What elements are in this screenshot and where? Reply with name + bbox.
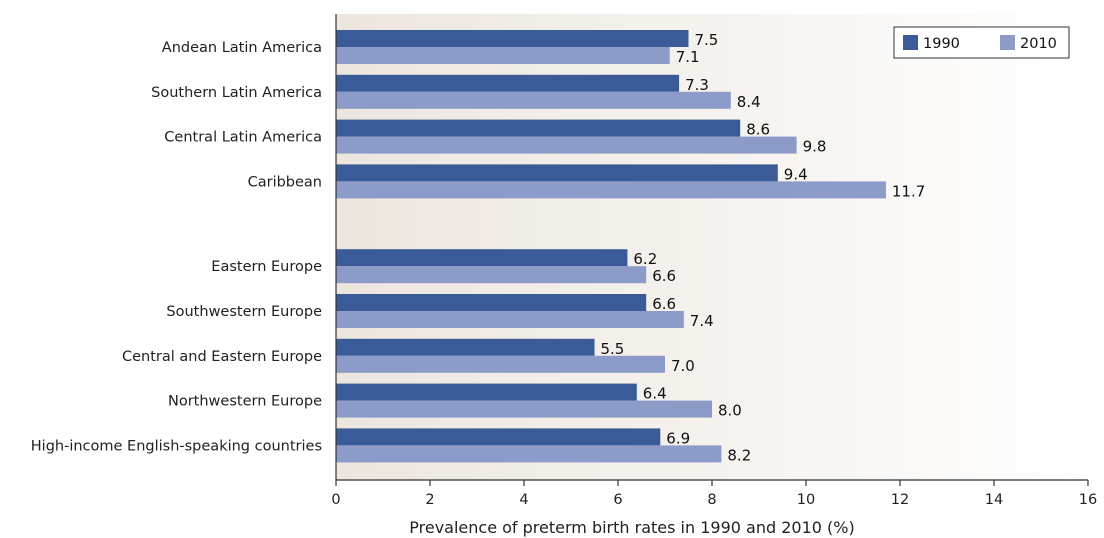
data-label: 6.9 xyxy=(666,429,690,447)
bar-1990 xyxy=(336,249,628,267)
data-label: 6.2 xyxy=(633,250,657,268)
bar-2010 xyxy=(336,91,731,109)
legend: 1990 2010 xyxy=(893,26,1070,59)
category-label: Eastern Europe xyxy=(211,259,322,275)
data-label: 6.6 xyxy=(652,267,676,285)
bar-2010 xyxy=(336,355,665,373)
bar-1990 xyxy=(336,294,647,311)
x-tick-label: 8 xyxy=(707,492,716,508)
bar-1990 xyxy=(336,74,680,92)
category-label: Southwestern Europe xyxy=(166,304,322,320)
data-label: 9.8 xyxy=(803,138,827,156)
bar-2010 xyxy=(336,445,722,463)
bar-2010 xyxy=(336,311,684,328)
legend-swatch-2010 xyxy=(1000,35,1015,50)
x-tick-label: 0 xyxy=(331,492,340,508)
legend-label-1990: 1990 xyxy=(923,36,960,52)
data-label: 5.5 xyxy=(601,340,625,358)
legend-swatch-1990 xyxy=(903,35,918,50)
data-label: 7.0 xyxy=(671,357,695,375)
bar-1990 xyxy=(336,428,661,446)
data-label: 7.5 xyxy=(695,31,719,49)
category-label: Northwestern Europe xyxy=(168,394,322,410)
data-label: 9.4 xyxy=(784,165,808,183)
x-axis-title: Prevalence of preterm birth rates in 199… xyxy=(409,518,854,537)
category-label: Caribbean xyxy=(248,174,322,190)
bar-1990 xyxy=(336,119,741,137)
category-label: Central Latin America xyxy=(164,130,322,146)
category-labels: Andean Latin America Southern Latin Ameri… xyxy=(31,40,322,454)
bar-2010 xyxy=(336,47,670,64)
data-label: 7.4 xyxy=(690,312,714,330)
x-tick-label: 10 xyxy=(797,492,815,508)
data-label: 8.2 xyxy=(727,446,751,464)
x-tick-label: 16 xyxy=(1079,492,1097,508)
bar-1990 xyxy=(336,383,637,401)
bars: 7.57.17.38.48.69.89.411.76.26.66.67.45.5… xyxy=(336,30,925,464)
data-label: 11.7 xyxy=(892,182,925,200)
x-tick-label: 6 xyxy=(613,492,622,508)
data-label: 8.0 xyxy=(718,402,742,420)
data-label: 7.3 xyxy=(685,76,709,94)
category-label: Andean Latin America xyxy=(162,40,322,56)
bar-1990 xyxy=(336,30,689,47)
data-label: 8.4 xyxy=(737,93,761,111)
category-label: High-income English-speaking countries xyxy=(31,438,322,454)
x-tick-label: 14 xyxy=(985,492,1003,508)
bar-2010 xyxy=(336,181,886,199)
legend-box xyxy=(893,26,1070,59)
bar-2010 xyxy=(336,266,647,284)
bar-2010 xyxy=(336,136,797,154)
data-label: 6.6 xyxy=(652,295,676,313)
x-tick-label: 4 xyxy=(519,492,528,508)
bar-2010 xyxy=(336,400,712,418)
category-label: Southern Latin America xyxy=(151,85,322,101)
bar-1990 xyxy=(336,164,778,182)
data-label: 7.1 xyxy=(676,48,700,66)
data-label: 6.4 xyxy=(643,385,667,403)
x-tick-label: 2 xyxy=(425,492,434,508)
category-label: Central and Eastern Europe xyxy=(122,349,322,365)
legend-label-2010: 2010 xyxy=(1020,36,1057,52)
data-label: 8.6 xyxy=(746,121,770,139)
axes: 0 2 4 6 8 10 12 14 16 xyxy=(331,14,1097,508)
bar-1990 xyxy=(336,338,595,356)
x-tick-label: 12 xyxy=(891,492,909,508)
